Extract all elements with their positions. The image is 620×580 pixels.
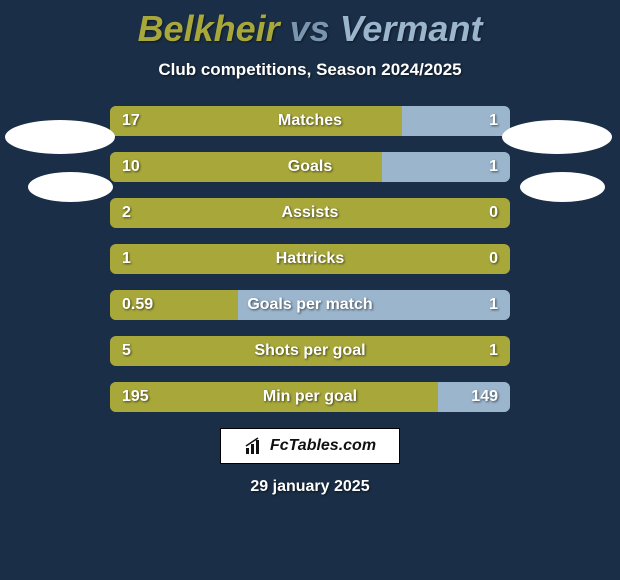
date-text: 29 january 2025 xyxy=(0,478,620,496)
title-player2: Vermant xyxy=(340,8,483,49)
subtitle: Club competitions, Season 2024/2025 xyxy=(0,60,620,80)
stat-row: 20Assists xyxy=(110,198,510,228)
stat-bar-right xyxy=(382,152,510,182)
stat-row: 101Goals xyxy=(110,152,510,182)
stat-bar-left xyxy=(110,244,510,274)
title-player1: Belkheir xyxy=(138,8,280,49)
decorative-blob xyxy=(520,172,605,202)
stat-bar-right xyxy=(238,290,510,320)
stat-bar-right xyxy=(402,106,510,136)
stat-bar-left xyxy=(110,290,238,320)
comparison-infographic: Belkheir vs Vermant Club competitions, S… xyxy=(0,0,620,580)
stat-row: 0.591Goals per match xyxy=(110,290,510,320)
stat-bar-left xyxy=(110,382,438,412)
stat-row: 171Matches xyxy=(110,106,510,136)
stat-bars: 171Matches 101Goals 20Assists 10Hattricks 0.… xyxy=(110,106,510,412)
barchart-icon xyxy=(244,436,264,456)
logo-box: FcTables.com xyxy=(220,428,400,464)
stat-bar-left xyxy=(110,198,510,228)
stat-bar-left xyxy=(110,106,402,136)
title-vs: vs xyxy=(290,8,330,49)
logo-text: FcTables.com xyxy=(270,437,376,455)
decorative-blob xyxy=(28,172,113,202)
stat-row: 195149Min per goal xyxy=(110,382,510,412)
stat-bar-left xyxy=(110,336,510,366)
stat-row: 10Hattricks xyxy=(110,244,510,274)
stat-bar-right xyxy=(438,382,510,412)
stat-bar-left xyxy=(110,152,382,182)
decorative-blob xyxy=(5,120,115,154)
title: Belkheir vs Vermant xyxy=(0,8,620,50)
stat-row: 51Shots per goal xyxy=(110,336,510,366)
decorative-blob xyxy=(502,120,612,154)
